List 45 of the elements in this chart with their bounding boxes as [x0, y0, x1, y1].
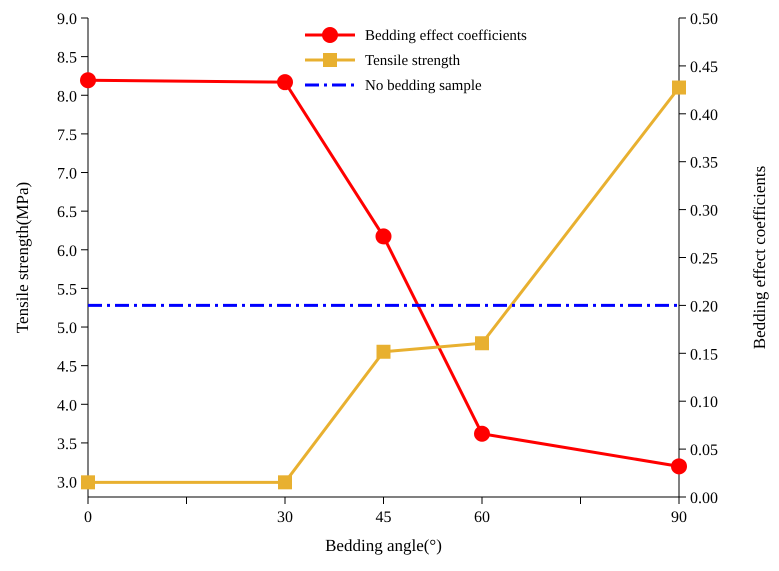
y2-tick-label: 0.10 [690, 394, 718, 412]
point [474, 426, 490, 442]
y-tick-label: 3.0 [57, 474, 77, 492]
y2-tick-label: 0.35 [690, 154, 718, 172]
point [278, 475, 292, 490]
y2-tick-label: 0.50 [690, 11, 718, 28]
y-tick-label: 7.0 [57, 166, 77, 183]
y-tick-label: 9.0 [57, 11, 77, 28]
x-tick-label: 45 [376, 509, 392, 526]
x-tick-label: 0 [84, 509, 92, 526]
y2-tick-label: 0.30 [690, 202, 718, 220]
point [277, 74, 293, 90]
legend-label: No bedding sample [365, 78, 482, 94]
y2-tick-label: 0.15 [690, 346, 718, 364]
y-tick-label: 8.5 [57, 50, 77, 67]
point [81, 475, 95, 490]
y-tick-label: 8.0 [57, 88, 77, 106]
y-tick-label: 6.5 [57, 204, 77, 222]
y-tick-label: 3.5 [57, 436, 77, 453]
y-tick-label: 7.5 [57, 126, 77, 144]
y-axis-title: Tensile strength(MPa) [13, 182, 32, 334]
x-tick-label: 30 [277, 509, 293, 526]
y2-tick-label: 0.20 [690, 298, 718, 316]
legend-label: Bedding effect coefficients [365, 28, 528, 44]
x-axis-title: Bedding angle(°) [325, 536, 442, 555]
y2-tick-label: 0.40 [690, 106, 718, 124]
point [671, 458, 687, 474]
point [376, 228, 392, 244]
y2-tick-label: 0.45 [690, 58, 718, 76]
y2-axis-title: Bedding effect coefficients [750, 166, 769, 350]
legend-label: Tensile strength [365, 53, 461, 69]
y-tick-label: 6.0 [57, 242, 77, 260]
y-tick-label: 4.5 [57, 358, 77, 376]
x-tick-label: 90 [671, 509, 687, 526]
y-tick-label: 5.5 [57, 281, 77, 298]
point [475, 336, 489, 350]
x-tick-label: 60 [474, 509, 490, 526]
y2-tick-label: 0.05 [690, 442, 718, 460]
y2-tick-label: 0.25 [690, 250, 718, 268]
point [80, 72, 96, 88]
y-tick-label: 4.0 [57, 397, 77, 414]
point [672, 80, 686, 95]
y-tick-label: 5.0 [57, 320, 77, 338]
point [376, 344, 390, 359]
y2-tick-label: 0.00 [690, 490, 718, 507]
